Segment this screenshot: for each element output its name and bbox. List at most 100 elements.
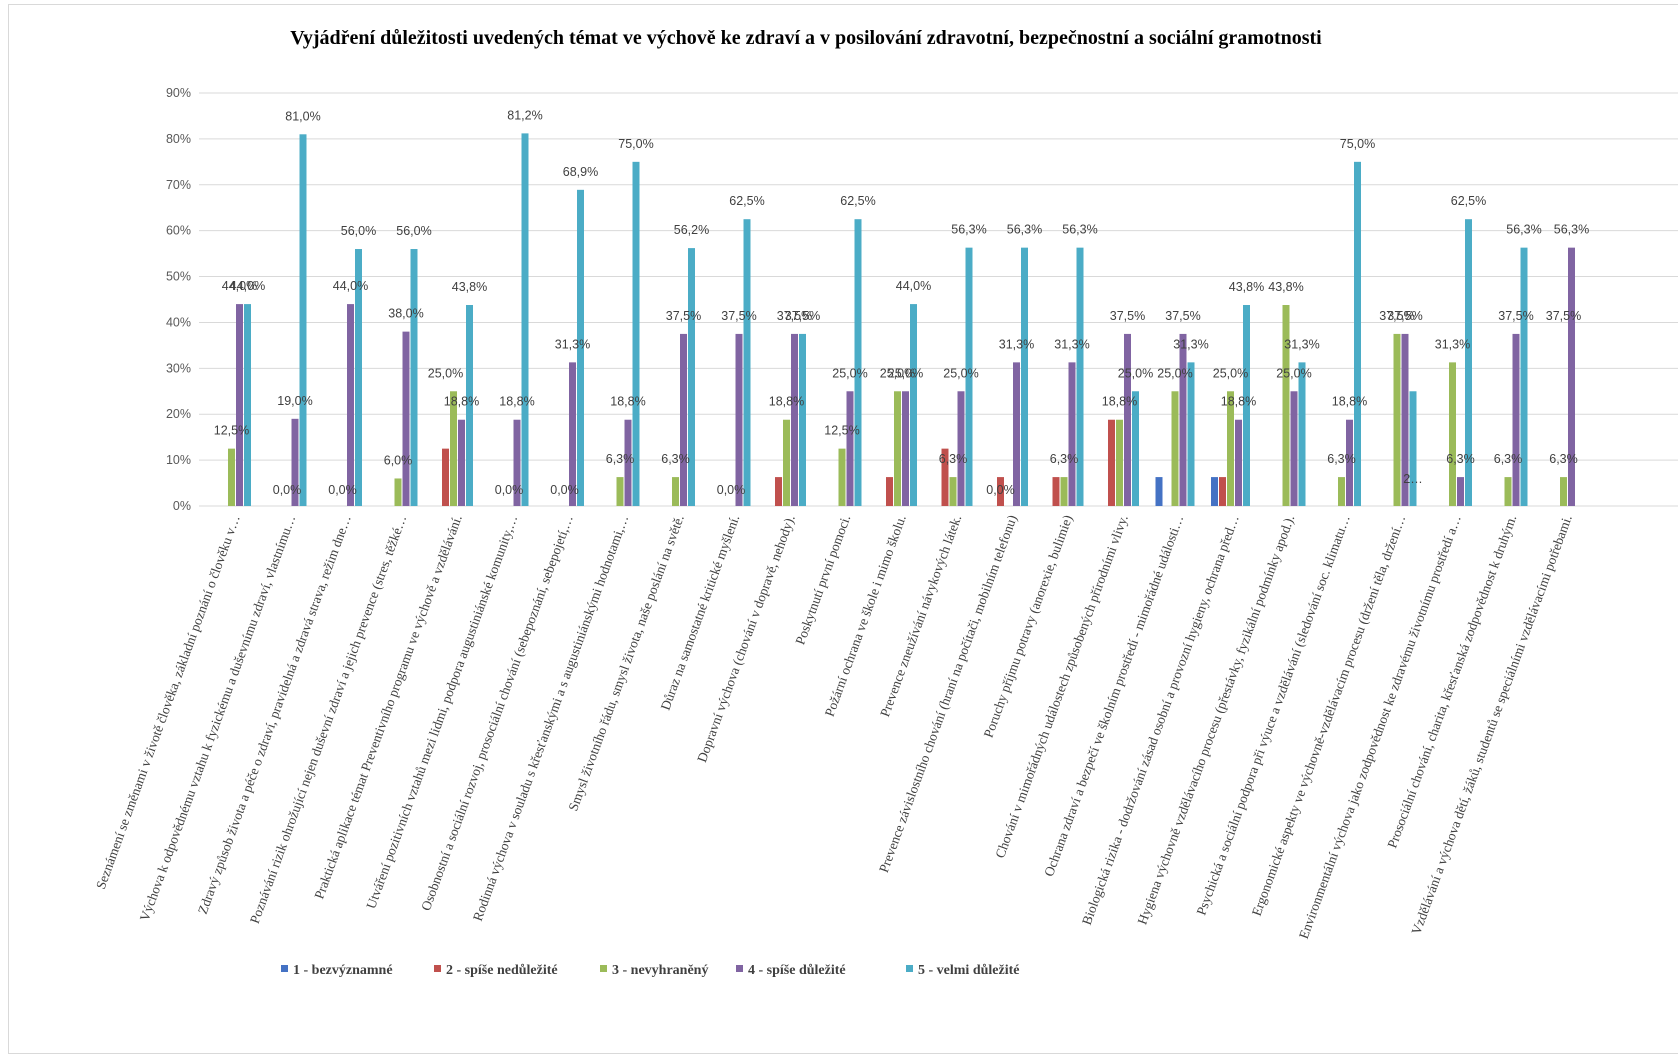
bar-series-5: [1021, 247, 1028, 506]
data-label: 25,0%: [880, 366, 915, 380]
bar-series-3: [1393, 333, 1401, 506]
bar-series-4: [1013, 362, 1020, 506]
data-label: 43,8%: [1268, 280, 1303, 294]
data-label: 6,3%: [1494, 452, 1523, 466]
chart-frame: Vyjádření důležitosti uvedených témat ve…: [8, 4, 1678, 1054]
y-tick-label: 70%: [166, 178, 191, 192]
data-label: 37,5%: [777, 309, 812, 323]
data-label: 31,3%: [555, 337, 590, 351]
bar-series-4: [1512, 333, 1520, 506]
data-label: 62,5%: [729, 194, 764, 208]
data-label: 0,0%: [717, 483, 746, 497]
data-label: 75,0%: [618, 137, 653, 151]
data-label: 25,0%: [1276, 366, 1311, 380]
bar-series-5: [355, 249, 362, 506]
bar-series-5: [743, 219, 751, 506]
bar-series-4: [236, 304, 243, 506]
data-label: 81,0%: [285, 109, 320, 123]
data-label: 6,0%: [384, 453, 413, 467]
y-tick-label: 10%: [166, 453, 191, 467]
bar-series-3: [1560, 477, 1567, 506]
y-tick-label: 40%: [166, 315, 191, 329]
bar-series-4: [791, 333, 798, 506]
bar-series-5: [410, 249, 418, 506]
legend-swatch: [600, 965, 607, 972]
data-label: 25,0%: [832, 366, 867, 380]
data-label: 0,0%: [495, 483, 524, 497]
bar-series-4: [1235, 419, 1242, 506]
bar-series-5: [1298, 362, 1306, 506]
bar-series-5: [1409, 391, 1417, 506]
bar-series-2: [775, 477, 782, 506]
data-label: 37,5%: [1387, 309, 1422, 323]
bar-series-5: [1132, 391, 1139, 506]
data-label: 25,0%: [1157, 366, 1192, 380]
data-label: 56,3%: [1007, 223, 1042, 237]
bar-series-5: [244, 304, 251, 506]
data-label: 6,3%: [606, 452, 635, 466]
bar-series-2: [442, 448, 449, 506]
data-label: 37,5%: [785, 309, 820, 323]
data-label: 44,0%: [222, 279, 257, 293]
data-label: 37,5%: [1546, 309, 1581, 323]
bar-series-4: [1457, 477, 1464, 506]
data-label: 19,0%: [277, 394, 312, 408]
legend-label: 3 - nevyhraněný: [612, 963, 708, 978]
bar-series-2: [941, 448, 949, 506]
y-tick-label: 30%: [166, 361, 191, 375]
bar-series-5: [688, 248, 695, 507]
bar-series-2: [886, 477, 893, 506]
bar-series-5: [1187, 362, 1195, 506]
bar-series-4: [846, 391, 854, 506]
data-label: 6,3%: [939, 452, 968, 466]
bar-series-3: [1060, 477, 1068, 506]
bar-series-4: [957, 391, 965, 506]
data-label: 81,2%: [507, 108, 542, 122]
category-label: Poskytnutí první pomoci.: [792, 513, 853, 647]
category-label: Dopravní výchova (chování v dopravě, neh…: [694, 513, 798, 764]
data-label: 18,8%: [1102, 395, 1137, 409]
data-label: 56,0%: [396, 224, 431, 238]
bar-series-3: [949, 477, 957, 506]
data-label: 56,3%: [1062, 223, 1097, 237]
bar-series-5: [521, 133, 529, 507]
bar-series-2: [1052, 477, 1060, 506]
legend-swatch: [434, 965, 441, 972]
legend-label: 1 - bezvýznamné: [293, 963, 393, 978]
data-label: 31,3%: [1054, 337, 1089, 351]
chart-canvas: Vyjádření důležitosti uvedených témat ve…: [93, 27, 1678, 978]
data-label: 37,5%: [1498, 309, 1533, 323]
bar-series-2: [997, 477, 1004, 506]
data-label: 12,5%: [214, 424, 249, 438]
category-label: Smysl životního řádu, smysl života, naše…: [565, 513, 686, 813]
data-label: 18,8%: [499, 395, 534, 409]
data-label: 6,3%: [1327, 452, 1356, 466]
data-label: 6,3%: [1050, 452, 1079, 466]
data-label: 25,0%: [943, 366, 978, 380]
chart-title: Vyjádření důležitosti uvedených témat ve…: [290, 27, 1322, 49]
data-label: 31,3%: [999, 337, 1034, 351]
data-label: 25,0%: [428, 366, 463, 380]
bar-series-5: [910, 304, 917, 506]
bar-series-4: [402, 331, 410, 506]
bars: [228, 133, 1575, 507]
legend-label: 5 - velmi důležité: [918, 963, 1019, 978]
bar-series-5: [799, 333, 806, 506]
data-label: 31,3%: [1435, 337, 1470, 351]
data-label: 0,0%: [273, 483, 302, 497]
legend-swatch: [906, 965, 913, 972]
legend-swatch: [281, 965, 288, 972]
bar-series-5: [1076, 247, 1084, 506]
bar-series-5: [466, 305, 473, 506]
bar-series-4: [458, 419, 465, 506]
data-label: 62,5%: [840, 194, 875, 208]
bar-series-5: [854, 219, 862, 506]
bar-series-5: [577, 189, 584, 506]
bar-series-5: [1243, 305, 1250, 506]
legend-swatch: [736, 965, 743, 972]
legend: 1 - bezvýznamné 2 - spíše nedůležité 3 - n…: [281, 963, 1019, 978]
data-label: 44,0%: [230, 279, 265, 293]
data-label: 56,3%: [951, 223, 986, 237]
data-label: 44,0%: [333, 279, 368, 293]
y-axis: 0% 10% 20% 30% 40% 50% 60% 70% 80% 90%: [166, 86, 191, 513]
